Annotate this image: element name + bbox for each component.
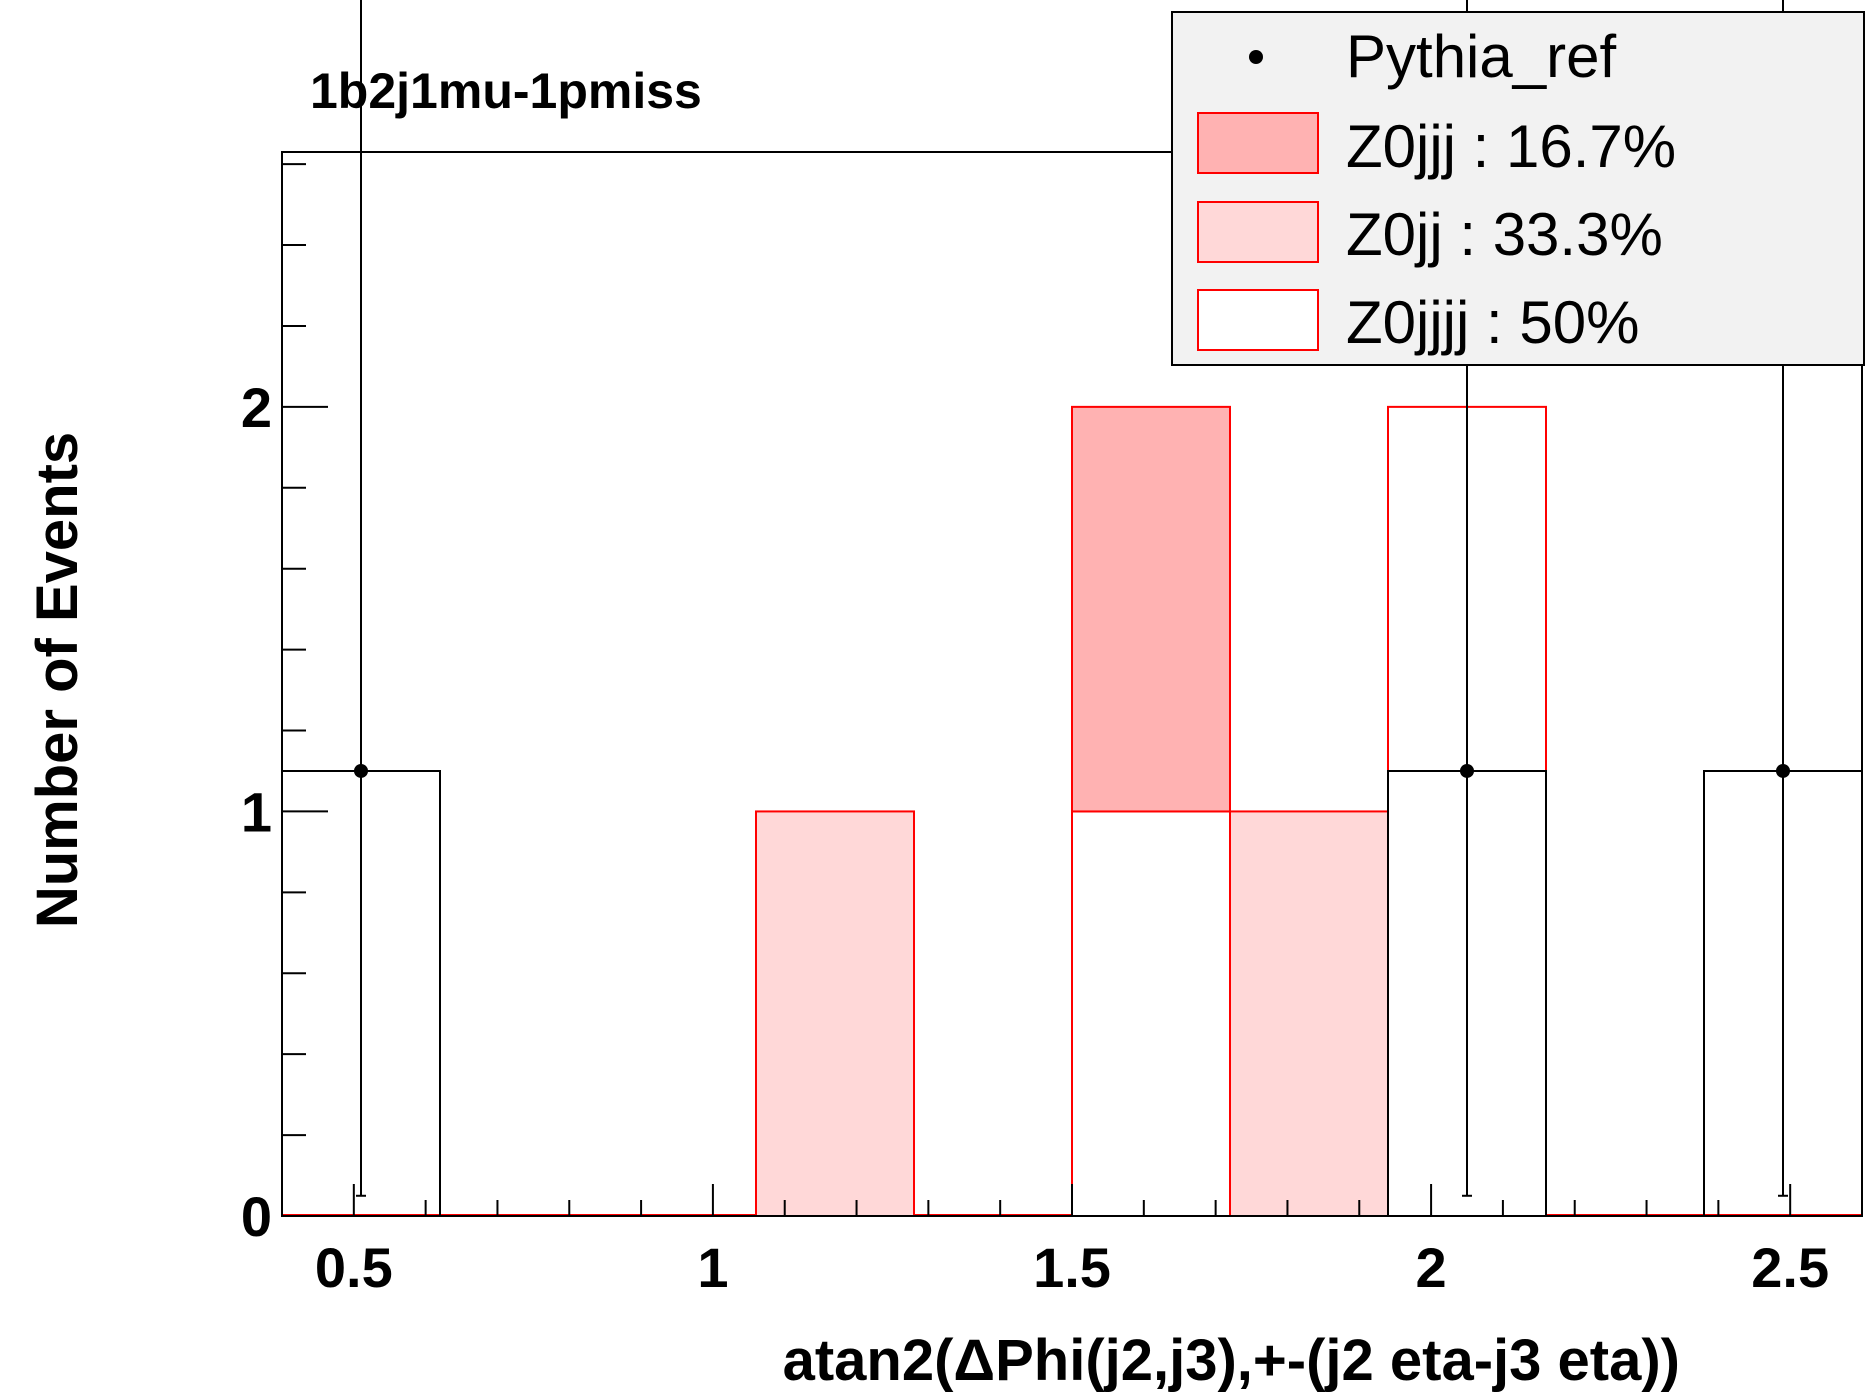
bar — [1229, 810, 1389, 1217]
legend-entry-z0jjjj: Z0jjjj : 50% — [1197, 289, 1639, 356]
data-point — [1776, 763, 1790, 778]
y-tick-label: 2 — [241, 376, 272, 439]
x-tick-label: 0.5 — [315, 1236, 393, 1299]
x-tick-label: 1 — [697, 1236, 728, 1299]
stacked-bars — [282, 405, 1862, 1217]
bar — [1071, 810, 1231, 1217]
y-axis-label: Number of Events — [25, 432, 90, 928]
legend-label: Z0jj : 33.3% — [1346, 201, 1663, 268]
y-axis: 0 1 2 — [241, 163, 328, 1248]
bar — [755, 810, 915, 1217]
x-tick-label: 2 — [1416, 1236, 1447, 1299]
legend-label: Z0jjjj : 50% — [1346, 289, 1639, 356]
legend-label: Pythia_ref — [1346, 23, 1616, 90]
data-point — [1460, 763, 1474, 778]
legend: Pythia_ref Z0jjj : 16.7% Z0jj : 33.3% Z0… — [1171, 11, 1865, 366]
chart-title: 1b2j1mu-1pmiss — [310, 63, 702, 119]
x-tick-label: 1.5 — [1033, 1236, 1111, 1299]
legend-swatch — [1197, 112, 1319, 174]
legend-label: Z0jjj : 16.7% — [1346, 113, 1676, 180]
legend-marker — [1249, 50, 1263, 64]
legend-swatch — [1197, 289, 1319, 351]
x-axis-label: atan2(ΔPhi(j2,j3),+-(j2 eta-j3 eta)) — [783, 1328, 1680, 1393]
legend-entry-z0jj: Z0jj : 33.3% — [1197, 201, 1663, 268]
x-axis: 0.5 1 1.5 2 2.5 — [281, 1184, 1863, 1299]
y-tick-label: 0 — [241, 1185, 272, 1248]
legend-entry-z0jjj: Z0jjj : 16.7% — [1197, 112, 1676, 180]
legend-swatch — [1197, 201, 1319, 263]
bar — [1071, 405, 1231, 813]
data-point — [354, 763, 368, 778]
y-tick-label: 1 — [241, 780, 272, 843]
x-tick-label: 2.5 — [1751, 1236, 1829, 1299]
legend-entry-pythia-ref: Pythia_ref — [1249, 23, 1616, 90]
